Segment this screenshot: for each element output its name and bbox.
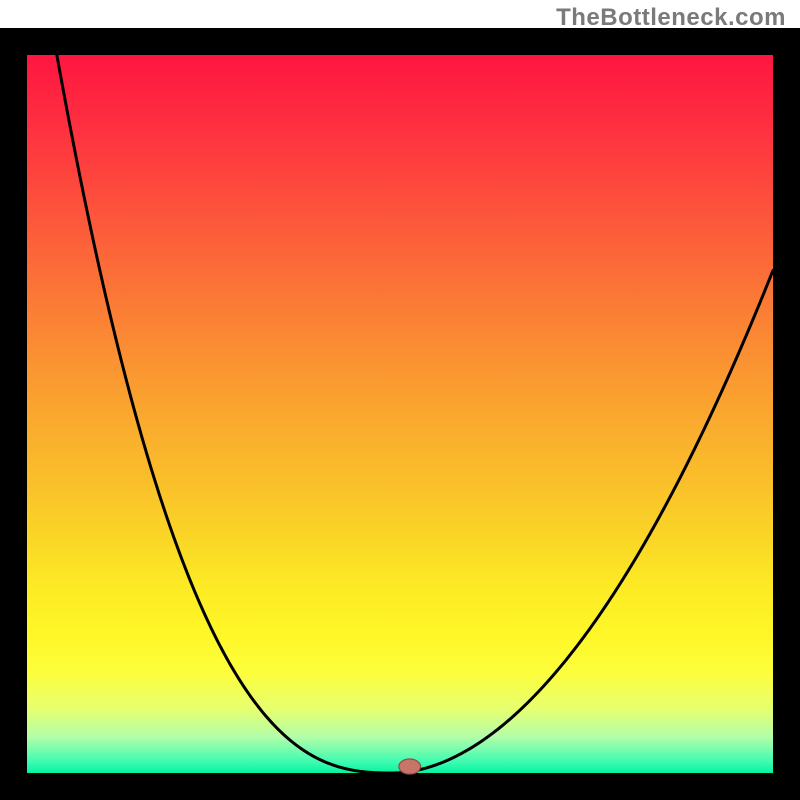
chart-gradient-background [27, 55, 773, 773]
watermark-text: TheBottleneck.com [556, 4, 786, 32]
bottleneck-curve-chart [0, 0, 800, 800]
chart-container: TheBottleneck.com [0, 0, 800, 800]
optimal-point-marker [399, 759, 421, 774]
